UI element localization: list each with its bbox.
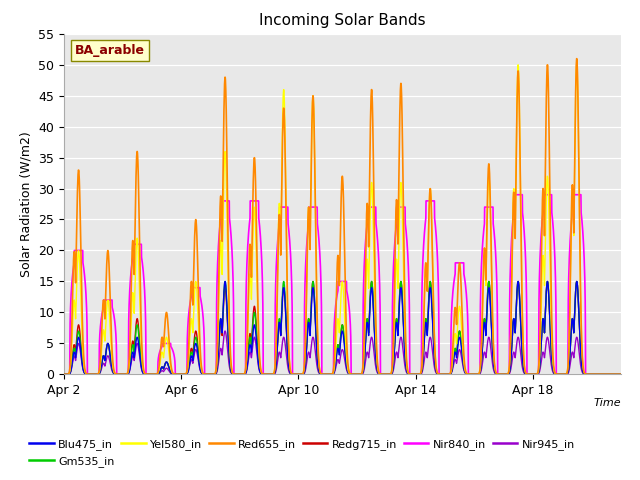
Text: BA_arable: BA_arable	[75, 44, 145, 57]
Title: Incoming Solar Bands: Incoming Solar Bands	[259, 13, 426, 28]
Legend: Blu475_in, Gm535_in, Yel580_in, Red655_in, Redg715_in, Nir840_in, Nir945_in: Blu475_in, Gm535_in, Yel580_in, Red655_i…	[25, 435, 579, 471]
Y-axis label: Solar Radiation (W/m2): Solar Radiation (W/m2)	[20, 131, 33, 277]
Text: Time: Time	[593, 398, 621, 408]
